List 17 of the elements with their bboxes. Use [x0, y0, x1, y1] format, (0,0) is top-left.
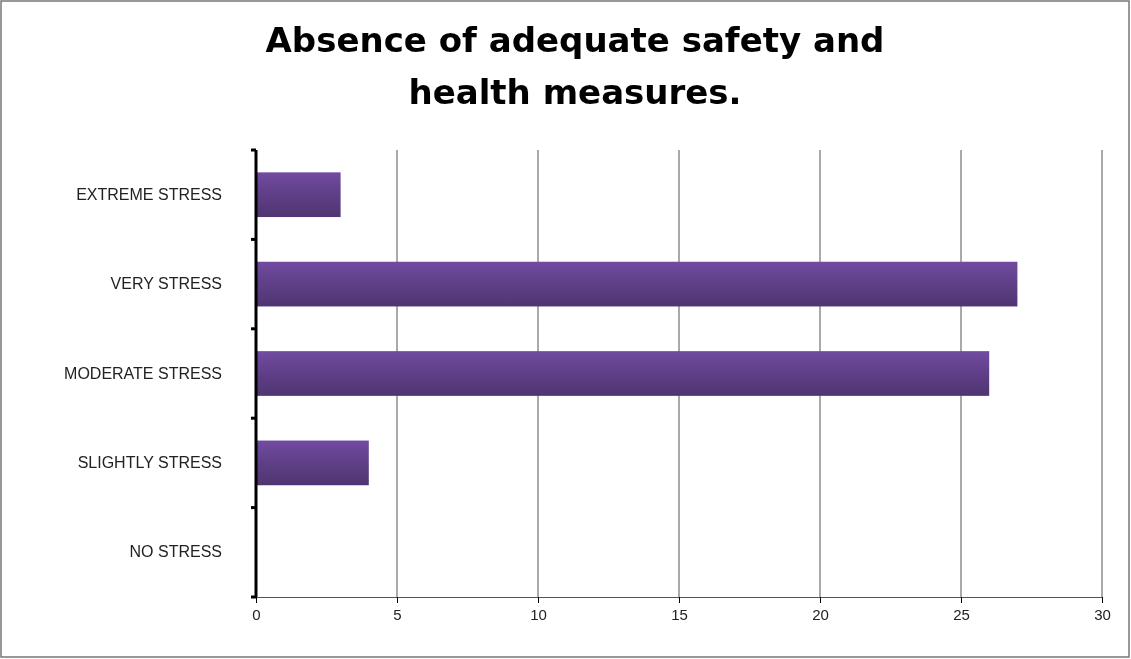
x-tick-label: 20 — [812, 605, 829, 623]
bar — [256, 261, 1018, 307]
x-tick-label: 25 — [953, 605, 970, 623]
bar — [256, 172, 341, 218]
x-tick-label: 10 — [530, 605, 547, 623]
x-tick-label: 0 — [252, 605, 261, 623]
x-tick-label: 5 — [393, 605, 402, 623]
y-tick-label: NO STRESS — [129, 543, 222, 561]
y-tick-label: EXTREME STRESS — [76, 185, 222, 203]
bar — [256, 351, 990, 396]
y-tick-label: MODERATE STRESS — [64, 364, 222, 382]
x-tick-label: 15 — [671, 605, 688, 623]
y-tick-label: VERY STRESS — [110, 275, 222, 293]
y-tick-label: SLIGHTLY STRESS — [77, 454, 222, 472]
x-tick-label: 30 — [1094, 605, 1111, 623]
chart-title: Absence of adequate safety and health measures. — [265, 20, 885, 112]
bar — [256, 440, 369, 486]
